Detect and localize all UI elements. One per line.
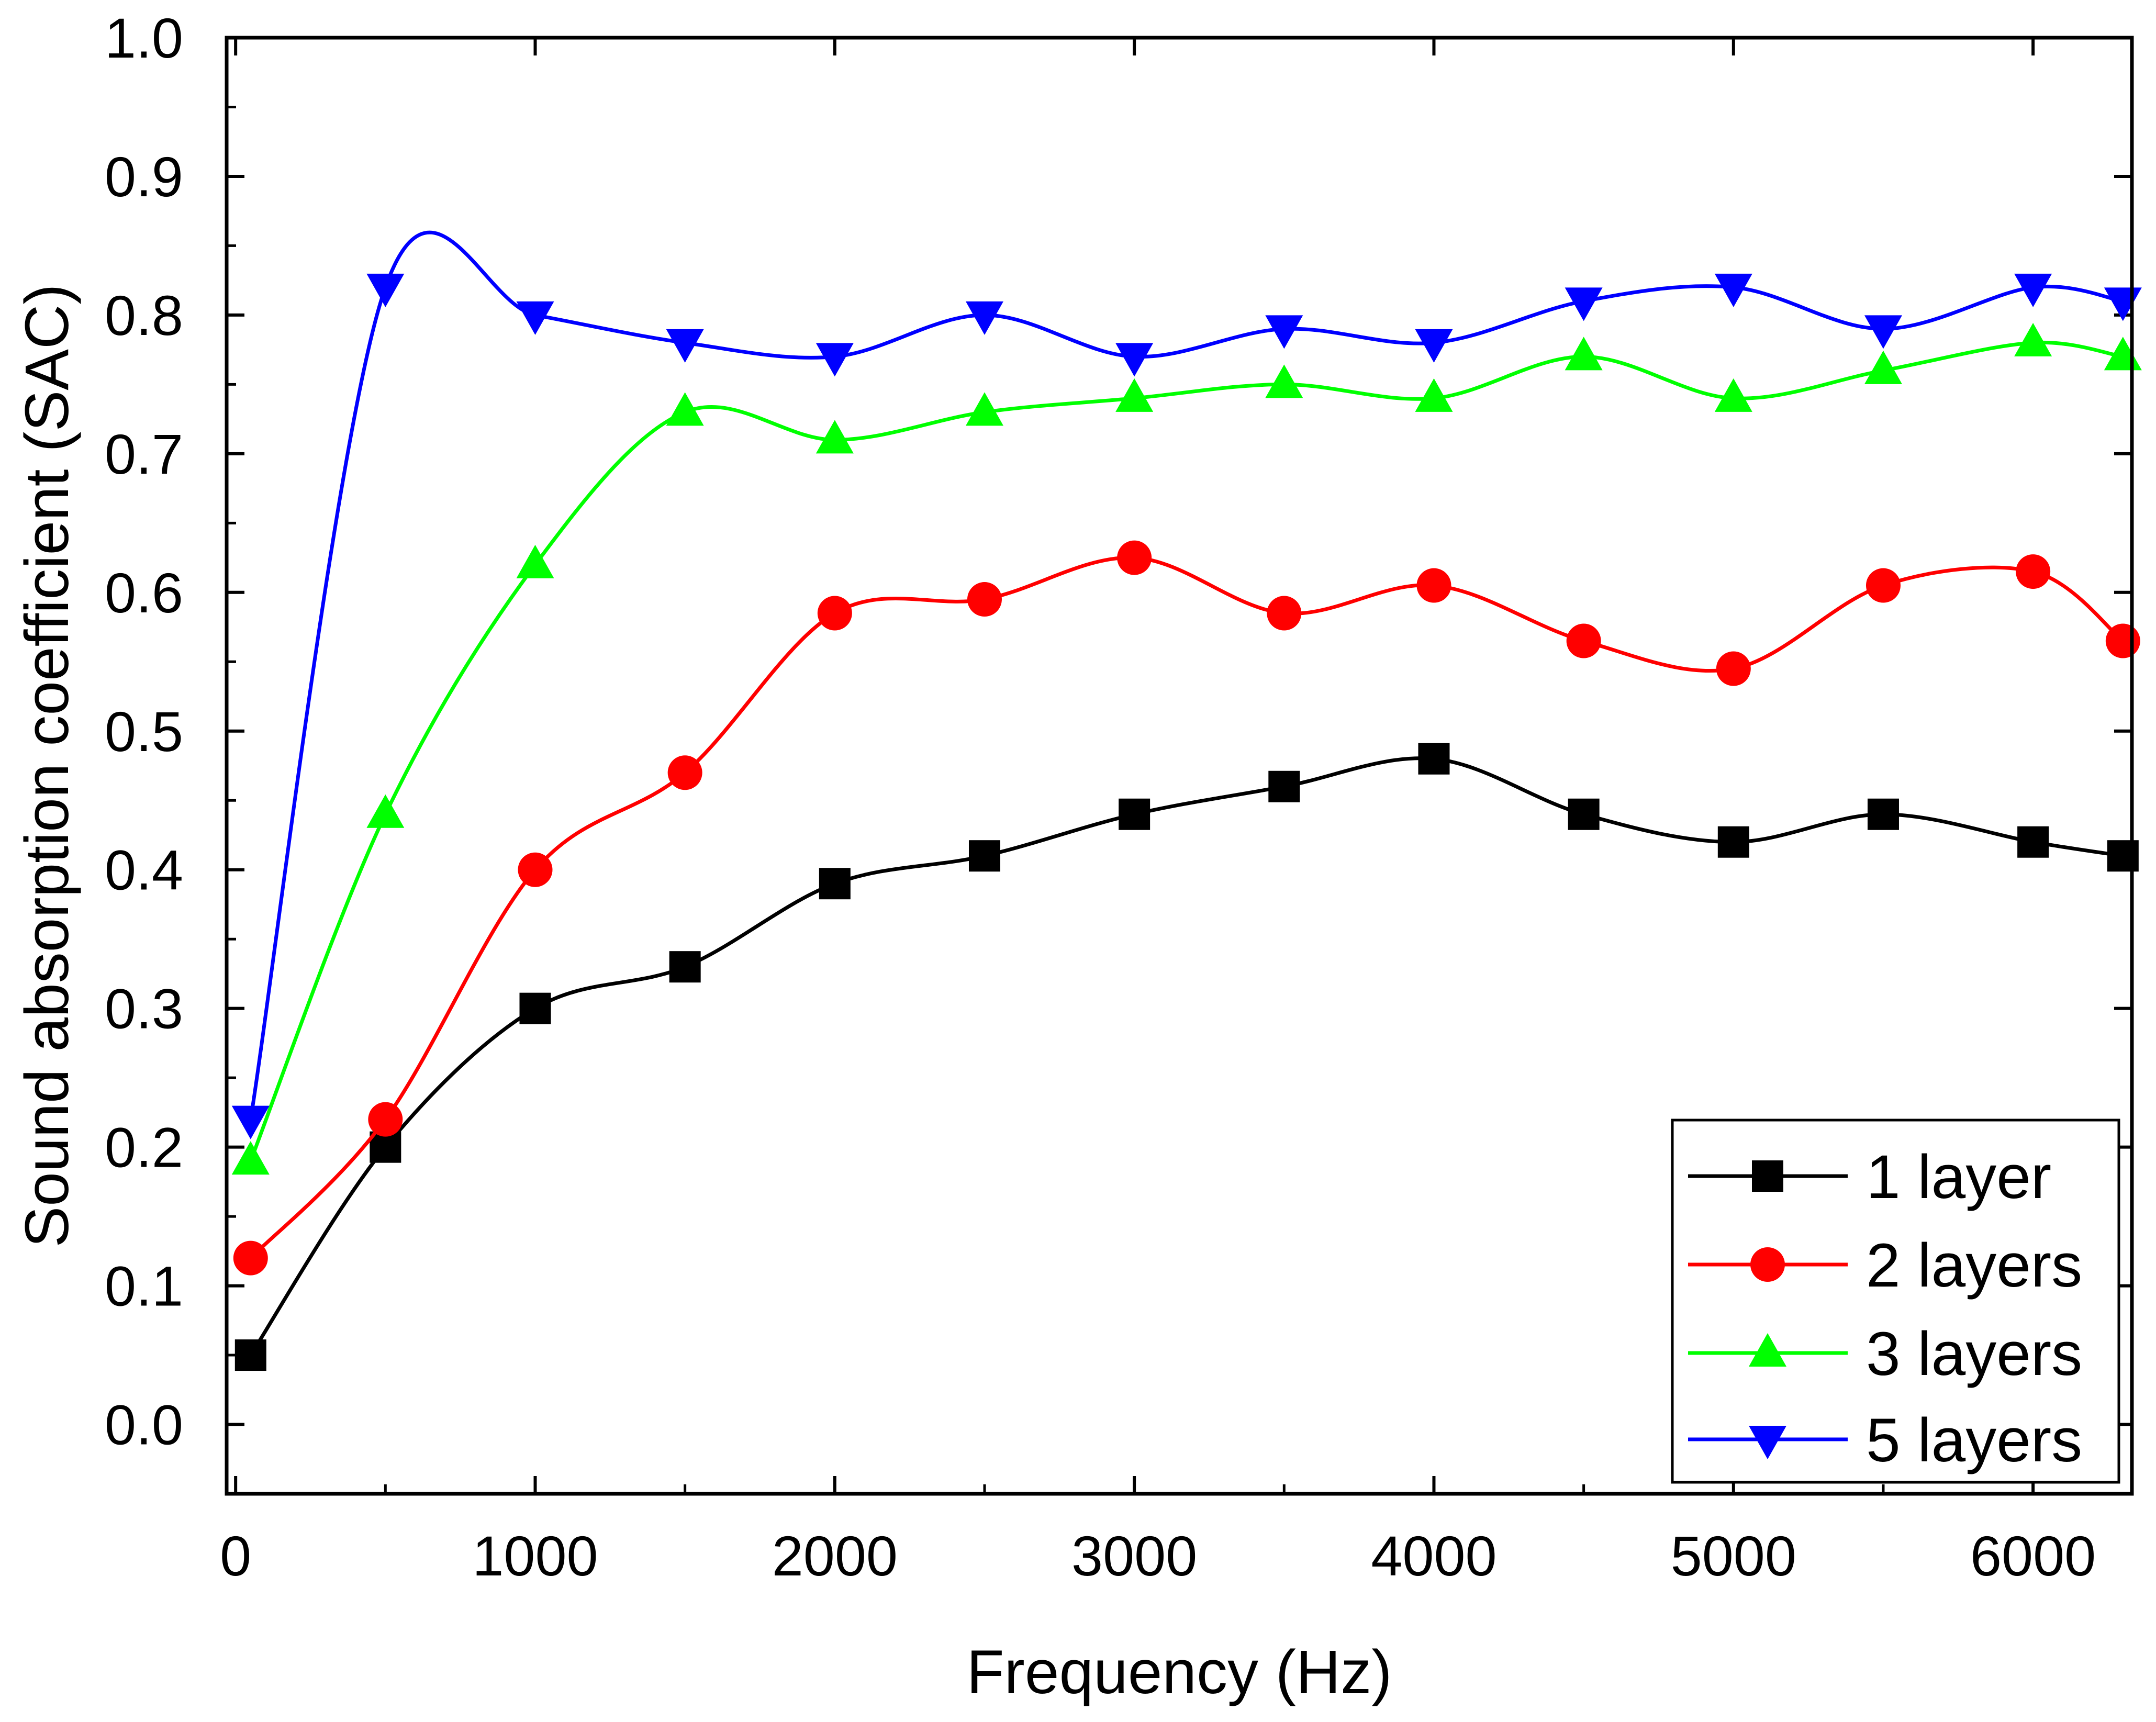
data-point-3-layers: [1265, 364, 1303, 398]
legend-label-5-layers: 5 layers: [1866, 1406, 2082, 1475]
data-point-2-layers: [1865, 568, 1901, 603]
data-point-2-layers: [2105, 623, 2140, 658]
data-point-1-layer: [234, 1339, 266, 1371]
data-point-3-layers: [1565, 337, 1603, 371]
data-point-2-layers: [2016, 554, 2051, 589]
data-point-1-layer: [968, 840, 1000, 872]
y-tick-label: 0.6: [105, 561, 183, 624]
legend: 1 layer 2 layers 3 layers 5 layers: [1671, 1119, 2120, 1484]
data-point-3-layers: [1864, 350, 1902, 384]
x-tick-label: 2000: [772, 1524, 898, 1587]
x-tick-label: 0: [220, 1524, 251, 1587]
data-point-2-layers: [1416, 568, 1451, 603]
data-point-3-layers: [1115, 378, 1154, 412]
data-point-5-layers: [2014, 273, 2052, 307]
x-tick-label: 3000: [1071, 1524, 1197, 1587]
data-point-1-layer: [1717, 826, 1749, 858]
data-point-5-layers: [366, 273, 405, 307]
data-point-3-layers: [516, 544, 554, 578]
legend-marker-1-layer: [1752, 1160, 1783, 1192]
series-layer: [231, 230, 2142, 1371]
data-point-1-layer: [1568, 798, 1600, 830]
data-point-3-layers: [366, 794, 405, 828]
legend-label-3-layers: 3 layers: [1866, 1320, 2082, 1389]
data-point-2-layers: [233, 1240, 268, 1276]
data-point-1-layer: [819, 868, 851, 900]
y-axis-label: Sound absorption coefficient (SAC): [13, 284, 82, 1248]
data-point-5-layers: [516, 301, 554, 335]
legend-marker-3-layers: [1749, 1333, 1786, 1367]
x-tick-label: 1000: [472, 1524, 598, 1587]
series-1-layer: [234, 743, 2139, 1371]
x-axis-ticks: 0 1000 2000 3000 4000 5000 6000: [220, 38, 2096, 1587]
y-tick-label: 0.1: [105, 1255, 183, 1318]
data-point-2-layers: [1566, 623, 1601, 658]
legend-label-1-layer: 1 layer: [1866, 1143, 2051, 1212]
series-line-5-layers: [249, 230, 2124, 1120]
data-point-3-layers: [1415, 378, 1453, 412]
data-point-5-layers: [666, 329, 704, 363]
data-point-5-layers: [1565, 287, 1603, 321]
data-point-2-layers: [368, 1102, 403, 1137]
x-axis-label: Frequency (Hz): [966, 1638, 1392, 1707]
data-point-5-layers: [231, 1105, 270, 1139]
y-tick-label: 0.8: [105, 284, 183, 347]
data-point-1-layer: [519, 992, 551, 1024]
data-point-5-layers: [1714, 273, 1752, 307]
data-point-1-layer: [1119, 798, 1150, 830]
data-point-2-layers: [967, 582, 1002, 617]
legend-marker-2-layers: [1750, 1247, 1785, 1282]
data-point-5-layers: [965, 301, 1003, 335]
x-tick-label: 6000: [1970, 1524, 2096, 1587]
data-point-3-layers: [1714, 378, 1752, 412]
data-point-3-layers: [2014, 322, 2052, 356]
data-point-1-layer: [2017, 826, 2049, 858]
data-point-2-layers: [518, 852, 553, 887]
legend-marker-5-layers: [1749, 1426, 1786, 1459]
data-point-1-layer: [1867, 798, 1899, 830]
y-axis-ticks: 0.0 0.1 0.2 0.3 0.4 0.5 0.6 0.7 0.8 0.9 1.0: [105, 6, 2132, 1457]
series-3-layers: [231, 322, 2142, 1175]
data-point-5-layers: [1415, 329, 1453, 363]
data-point-5-layers: [1265, 315, 1303, 349]
y-tick-label: 0.2: [105, 1116, 183, 1179]
data-point-5-layers: [1115, 343, 1154, 377]
y-tick-label: 0.7: [105, 422, 183, 486]
data-point-2-layers: [817, 596, 852, 631]
x-tick-label: 5000: [1671, 1524, 1796, 1587]
data-point-3-layers: [231, 1141, 270, 1175]
y-tick-label: 0.5: [105, 700, 183, 763]
legend-label-2-layers: 2 layers: [1866, 1231, 2082, 1300]
data-point-5-layers: [1864, 315, 1902, 349]
data-point-3-layers: [965, 392, 1003, 426]
y-tick-label: 0.9: [105, 145, 183, 208]
y-tick-label: 0.4: [105, 838, 183, 902]
data-point-3-layers: [666, 392, 704, 426]
series-5-layers: [231, 230, 2142, 1139]
plot-frame: [225, 36, 2134, 1496]
data-point-2-layers: [667, 755, 702, 790]
y-tick-label: 1.0: [105, 6, 183, 70]
x-tick-label: 4000: [1371, 1524, 1496, 1587]
data-point-1-layer: [2107, 840, 2139, 872]
data-point-5-layers: [816, 343, 854, 377]
y-tick-label: 0.0: [105, 1393, 183, 1457]
data-point-2-layers: [1117, 540, 1152, 575]
data-point-1-layer: [1268, 770, 1300, 802]
data-point-2-layers: [1716, 651, 1751, 686]
data-point-1-layer: [669, 951, 701, 983]
data-point-2-layers: [1267, 596, 1302, 631]
data-point-3-layers: [816, 420, 854, 454]
y-tick-label: 0.3: [105, 977, 183, 1041]
legend-box: [1671, 1119, 2120, 1484]
data-point-1-layer: [1418, 743, 1450, 775]
